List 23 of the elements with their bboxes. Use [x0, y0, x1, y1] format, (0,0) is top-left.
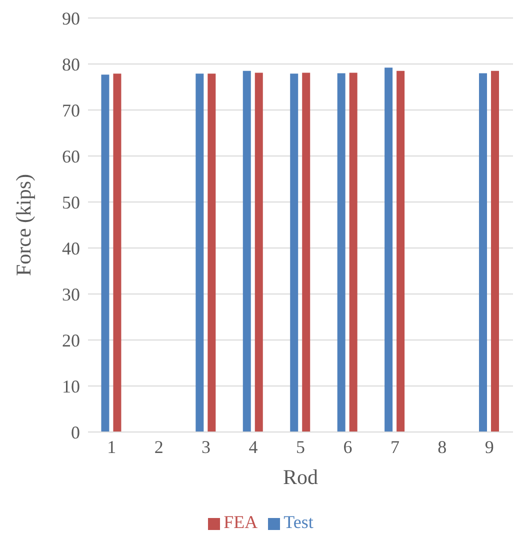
x-tick-label: 9 — [484, 436, 494, 457]
y-tick-label: 80 — [62, 54, 80, 74]
legend-label: FEA — [224, 512, 258, 532]
x-axis-title: Rod — [282, 465, 318, 489]
y-tick-label: 60 — [62, 146, 80, 166]
x-tick-label: 8 — [438, 436, 447, 457]
legend-label: Test — [284, 512, 314, 532]
x-tick-label: 2 — [154, 436, 164, 457]
y-tick-label: 40 — [62, 238, 80, 258]
y-tick-label: 10 — [62, 376, 80, 396]
y-tick-label: 20 — [62, 330, 80, 350]
y-tick-label: 30 — [62, 284, 80, 304]
x-tick-label: 3 — [202, 436, 211, 457]
y-tick-label: 0 — [71, 422, 80, 442]
x-tick-label: 6 — [343, 436, 352, 457]
y-axis-title: Force (kips) — [11, 174, 36, 276]
y-tick-label: 90 — [62, 8, 80, 28]
y-tick-label: 70 — [62, 100, 80, 120]
x-tick-label: 7 — [390, 436, 400, 457]
x-tick-label: 1 — [107, 436, 116, 457]
y-tick-label: 50 — [62, 192, 80, 212]
x-tick-label: 5 — [296, 436, 305, 457]
x-tick-label: 4 — [248, 436, 258, 457]
